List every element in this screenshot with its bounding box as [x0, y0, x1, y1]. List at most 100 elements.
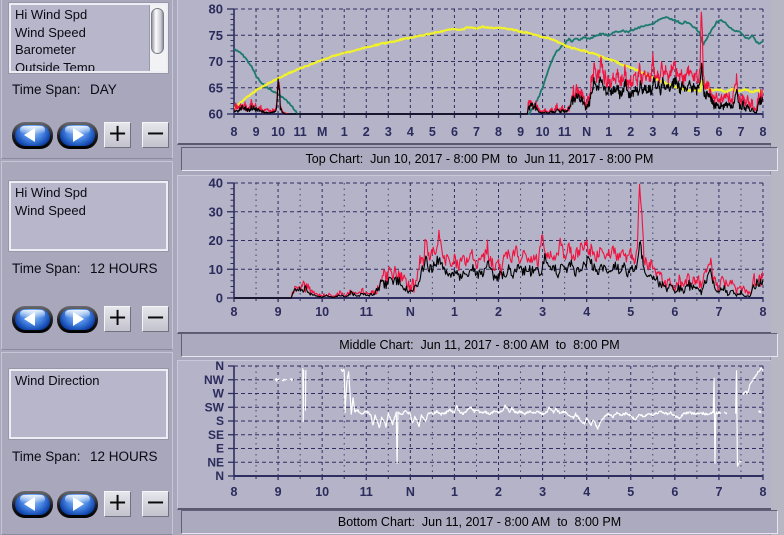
svg-text:9: 9 — [275, 485, 282, 499]
svg-text:8: 8 — [760, 305, 767, 319]
svg-text:80: 80 — [209, 2, 223, 17]
svg-text:SE: SE — [208, 428, 224, 442]
svg-text:7: 7 — [737, 125, 744, 139]
svg-text:10: 10 — [315, 485, 329, 499]
svg-text:6: 6 — [671, 305, 678, 319]
time-span-label: Time Span: — [12, 449, 81, 464]
list-item[interactable]: Hi Wind Spd — [15, 185, 88, 200]
svg-text:W: W — [213, 387, 225, 401]
list-item[interactable]: Hi Wind Spd — [15, 7, 88, 22]
svg-text:N: N — [582, 125, 591, 139]
svg-text:40: 40 — [209, 176, 223, 191]
svg-text:2: 2 — [363, 125, 370, 139]
svg-text:4: 4 — [583, 485, 590, 499]
zoom-in-button[interactable]: + — [104, 488, 131, 517]
prev-button[interactable] — [12, 122, 53, 149]
minus-icon: − — [145, 119, 166, 147]
svg-text:9: 9 — [275, 305, 282, 319]
svg-text:10: 10 — [209, 262, 223, 277]
svg-text:0: 0 — [216, 291, 223, 306]
svg-text:SW: SW — [205, 400, 225, 414]
zoom-out-button[interactable]: − — [142, 305, 169, 332]
next-button[interactable] — [57, 122, 98, 149]
svg-text:1: 1 — [605, 125, 612, 139]
time-span: Time Span: DAY — [12, 82, 117, 97]
zoom-out-button[interactable]: − — [142, 119, 169, 148]
svg-text:10: 10 — [536, 125, 550, 139]
svg-text:30: 30 — [209, 204, 223, 219]
svg-text:11: 11 — [360, 305, 373, 319]
list-item[interactable]: Wind Speed — [15, 202, 86, 218]
svg-text:6: 6 — [451, 125, 458, 139]
list-item[interactable]: Outside Temp — [15, 59, 95, 73]
svg-text:1: 1 — [341, 125, 348, 139]
svg-text:8: 8 — [760, 125, 767, 139]
svg-text:60: 60 — [209, 107, 223, 122]
svg-text:2: 2 — [495, 305, 502, 319]
plus-icon: + — [107, 303, 128, 331]
time-span-value: 12 HOURS — [90, 449, 158, 464]
svg-text:N: N — [406, 305, 415, 319]
time-span: Time Span: 12 HOURS — [12, 449, 158, 464]
svg-text:5: 5 — [627, 485, 634, 499]
svg-text:3: 3 — [649, 125, 656, 139]
svg-text:20: 20 — [209, 233, 223, 248]
svg-text:75: 75 — [209, 28, 223, 43]
svg-text:9: 9 — [517, 125, 524, 139]
top-chart-panel: 60 65 70 75 80 8 9 10 11 M 1 2 3 4 5 6 7 8 9 10 11 N 1 2 3 4 5 6 7 8 — [177, 0, 771, 145]
svg-text:10: 10 — [271, 125, 285, 139]
top-chart-series-list[interactable]: Hi Wind Spd Wind Speed Barometer Outside… — [8, 2, 169, 74]
svg-text:4: 4 — [583, 305, 590, 319]
svg-text:4: 4 — [407, 125, 414, 139]
middle-chart-series-list[interactable]: Hi Wind Spd Wind Speed — [8, 180, 169, 252]
svg-text:11: 11 — [294, 125, 307, 139]
svg-text:8: 8 — [231, 125, 238, 139]
svg-text:6: 6 — [671, 485, 678, 499]
next-button[interactable] — [57, 491, 98, 518]
svg-text:11: 11 — [558, 125, 571, 139]
minus-icon: − — [145, 488, 166, 516]
svg-text:N: N — [215, 469, 224, 483]
svg-text:70: 70 — [209, 54, 223, 69]
svg-text:8: 8 — [760, 485, 767, 499]
window-edge — [770, 0, 784, 535]
svg-text:5: 5 — [429, 125, 436, 139]
svg-text:6: 6 — [715, 125, 722, 139]
bottom-chart-panel: N NW W SW S SE E NE N 8 9 10 11 N 1 2 3 4 5 6 7 8 — [177, 360, 771, 510]
svg-text:NE: NE — [207, 455, 224, 469]
svg-text:NW: NW — [204, 373, 225, 387]
bottom-chart-controls: Wind Direction Time Span: 12 HOURS + − — [1, 352, 173, 535]
time-span-label: Time Span: — [12, 82, 81, 97]
sidebar: Hi Wind Spd Wind Speed Barometer Outside… — [0, 0, 175, 535]
bottom-chart-series-list[interactable]: Wind Direction — [8, 368, 169, 440]
time-span: Time Span: 12 HOURS — [12, 261, 158, 276]
svg-text:9: 9 — [253, 125, 260, 139]
svg-text:7: 7 — [715, 485, 722, 499]
prev-button[interactable] — [12, 306, 53, 333]
list-item[interactable]: Barometer — [15, 42, 76, 57]
zoom-in-button[interactable]: + — [104, 303, 131, 332]
svg-text:7: 7 — [473, 125, 480, 139]
scrollbar-thumb[interactable] — [151, 8, 164, 54]
svg-text:3: 3 — [539, 485, 546, 499]
svg-text:3: 3 — [385, 125, 392, 139]
scrollbar-track[interactable] — [149, 5, 166, 71]
middle-chart-caption: Middle Chart: Jun 11, 2017 - 8:00 AM to … — [181, 333, 778, 357]
svg-text:2: 2 — [627, 125, 634, 139]
svg-text:8: 8 — [231, 485, 238, 499]
plus-icon: + — [107, 488, 128, 516]
list-item[interactable]: Wind Direction — [15, 373, 100, 388]
middle-chart: 0 10 20 30 40 8 9 10 11 N 1 2 3 4 5 6 7 8 — [209, 176, 767, 319]
svg-text:10: 10 — [315, 305, 329, 319]
prev-button[interactable] — [12, 491, 53, 518]
svg-text:4: 4 — [671, 125, 678, 139]
svg-text:8: 8 — [495, 125, 502, 139]
zoom-out-button[interactable]: − — [142, 488, 169, 517]
next-button[interactable] — [57, 306, 98, 333]
time-span-value: DAY — [90, 82, 117, 97]
svg-text:5: 5 — [693, 125, 700, 139]
zoom-in-button[interactable]: + — [104, 121, 131, 148]
list-item[interactable]: Wind Speed — [15, 24, 86, 40]
